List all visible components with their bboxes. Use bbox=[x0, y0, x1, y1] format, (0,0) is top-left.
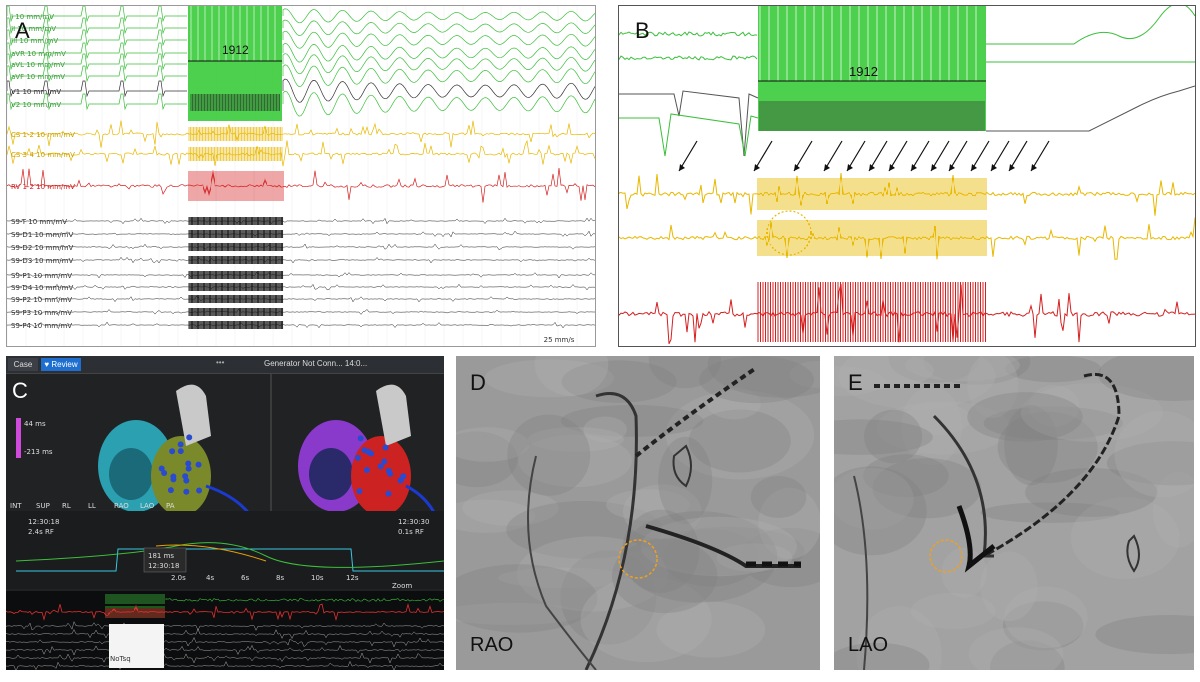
review-button[interactable]: ♥ Review bbox=[41, 358, 81, 371]
panel-a: 1912 25 mm/s I 10 mm/mV II 10 mm/mV III 10… bbox=[6, 5, 596, 347]
case-button-label: Case bbox=[13, 360, 33, 369]
panel-d: D RAO bbox=[456, 356, 820, 670]
axis-tick: 12s bbox=[346, 574, 359, 582]
panel-e-fluoro bbox=[834, 356, 1194, 670]
axis-tick: 10s bbox=[311, 574, 324, 582]
panel-b-label: B bbox=[635, 18, 650, 43]
view-button[interactable]: RAO bbox=[114, 502, 129, 510]
review-button-label: Review bbox=[51, 360, 78, 369]
lead-label: I 10 mm/mV bbox=[11, 13, 54, 21]
lead-label: S9-P1 10 mm/mV bbox=[11, 272, 72, 280]
axis-tick: 4s bbox=[206, 574, 214, 582]
heart-icon: ♥ bbox=[44, 360, 50, 369]
svg-text:44 ms: 44 ms bbox=[24, 420, 46, 428]
axis-tick: 6s bbox=[241, 574, 249, 582]
lead-label: S9-D1 10 mm/mV bbox=[11, 231, 73, 239]
svg-text:12:30:18: 12:30:18 bbox=[148, 562, 179, 570]
lead-label: S9-P2 10 mm/mV bbox=[11, 296, 72, 304]
zoom-label[interactable]: Zoom bbox=[392, 582, 412, 590]
view-button[interactable]: LAO bbox=[140, 502, 155, 510]
lead-label: S9-T 10 mm/mV bbox=[11, 218, 67, 226]
dots-label: ••• bbox=[216, 358, 225, 367]
target-circle bbox=[618, 539, 658, 579]
panel-c: Case ♥ Review ••• Generator Not Conn... … bbox=[6, 356, 444, 670]
panel-e-view: LAO bbox=[848, 634, 889, 656]
svg-text:NoTsq: NoTsq bbox=[110, 655, 131, 663]
svg-text:0.1s RF: 0.1s RF bbox=[398, 528, 424, 536]
panel-e-label: E bbox=[848, 370, 863, 395]
case-button[interactable]: Case bbox=[8, 358, 38, 371]
lead-label: aVL 10 mm/mV bbox=[11, 61, 65, 69]
panel-b-tracings: 1912 bbox=[619, 6, 1195, 345]
lead-label: S9-P3 10 mm/mV bbox=[11, 309, 72, 317]
svg-text:-213 ms: -213 ms bbox=[24, 448, 53, 456]
lead-label: S9-D2 10 mm/mV bbox=[11, 244, 73, 252]
view-button[interactable]: LL bbox=[88, 502, 96, 510]
view-button[interactable]: RL bbox=[62, 502, 71, 510]
lead-label: S9-D3 10 mm/mV bbox=[11, 257, 73, 265]
panel-b-box-label: 1912 bbox=[849, 64, 878, 79]
panel-d-fluoro bbox=[456, 356, 820, 670]
panel-c-toolbar: Case ♥ Review ••• Generator Not Conn... … bbox=[6, 356, 444, 374]
lead-label: II 10 mm/mV bbox=[11, 25, 56, 33]
panel-c-label: C bbox=[12, 378, 28, 403]
axis-tick: 2.0s bbox=[171, 574, 186, 582]
target-circle bbox=[929, 539, 963, 573]
panel-d-view: RAO bbox=[470, 634, 514, 656]
panel-e: E LAO bbox=[834, 356, 1194, 670]
generator-status: Generator Not Conn... 14:0... bbox=[264, 359, 368, 368]
panel-b-highlight-circle bbox=[766, 210, 812, 256]
view-button[interactable]: SUP bbox=[36, 502, 50, 510]
lead-label: RV 1-2 10 mm/mV bbox=[11, 183, 75, 191]
lead-label: aVF 10 mm/mV bbox=[11, 73, 65, 81]
lead-label: CS 1-2 10 mm/mV bbox=[11, 131, 75, 139]
panel-d-label: D bbox=[470, 370, 486, 395]
axis-tick: 8s bbox=[276, 574, 284, 582]
panel-a-box-label: 1912 bbox=[222, 43, 249, 57]
lead-label: S9-P4 10 mm/mV bbox=[11, 322, 72, 330]
panel-a-tracings: 1912 25 mm/s I 10 mm/mV II 10 mm/mV III 10… bbox=[7, 6, 595, 346]
panel-c-map: 44 ms -213 ms INT SUP RL LL RAO LAO PA 12:30:18 2.… bbox=[6, 374, 444, 670]
lead-label: aVR 10 mm/mV bbox=[11, 50, 66, 58]
view-button[interactable]: INT bbox=[10, 502, 22, 510]
svg-text:12:30:18: 12:30:18 bbox=[28, 518, 59, 526]
view-button[interactable]: PA bbox=[166, 502, 175, 510]
lead-label: III 10 mm/mV bbox=[11, 37, 58, 45]
panel-a-rf-box bbox=[188, 6, 282, 121]
svg-text:2.4s RF: 2.4s RF bbox=[28, 528, 54, 536]
svg-text:12:30:30: 12:30:30 bbox=[398, 518, 429, 526]
panel-a-speed: 25 mm/s bbox=[544, 336, 575, 344]
svg-text:181 ms: 181 ms bbox=[148, 552, 174, 560]
panel-b: 1912 B bbox=[618, 5, 1196, 347]
lead-label: V2 10 mm/mV bbox=[11, 101, 61, 109]
lead-label: CS 3-4 10 mm/mV bbox=[11, 151, 75, 159]
lead-label: V1 10 mm/mV bbox=[11, 88, 61, 96]
lead-label: S9-D4 10 mm/mV bbox=[11, 284, 73, 292]
panel-a-label: A bbox=[15, 18, 30, 43]
